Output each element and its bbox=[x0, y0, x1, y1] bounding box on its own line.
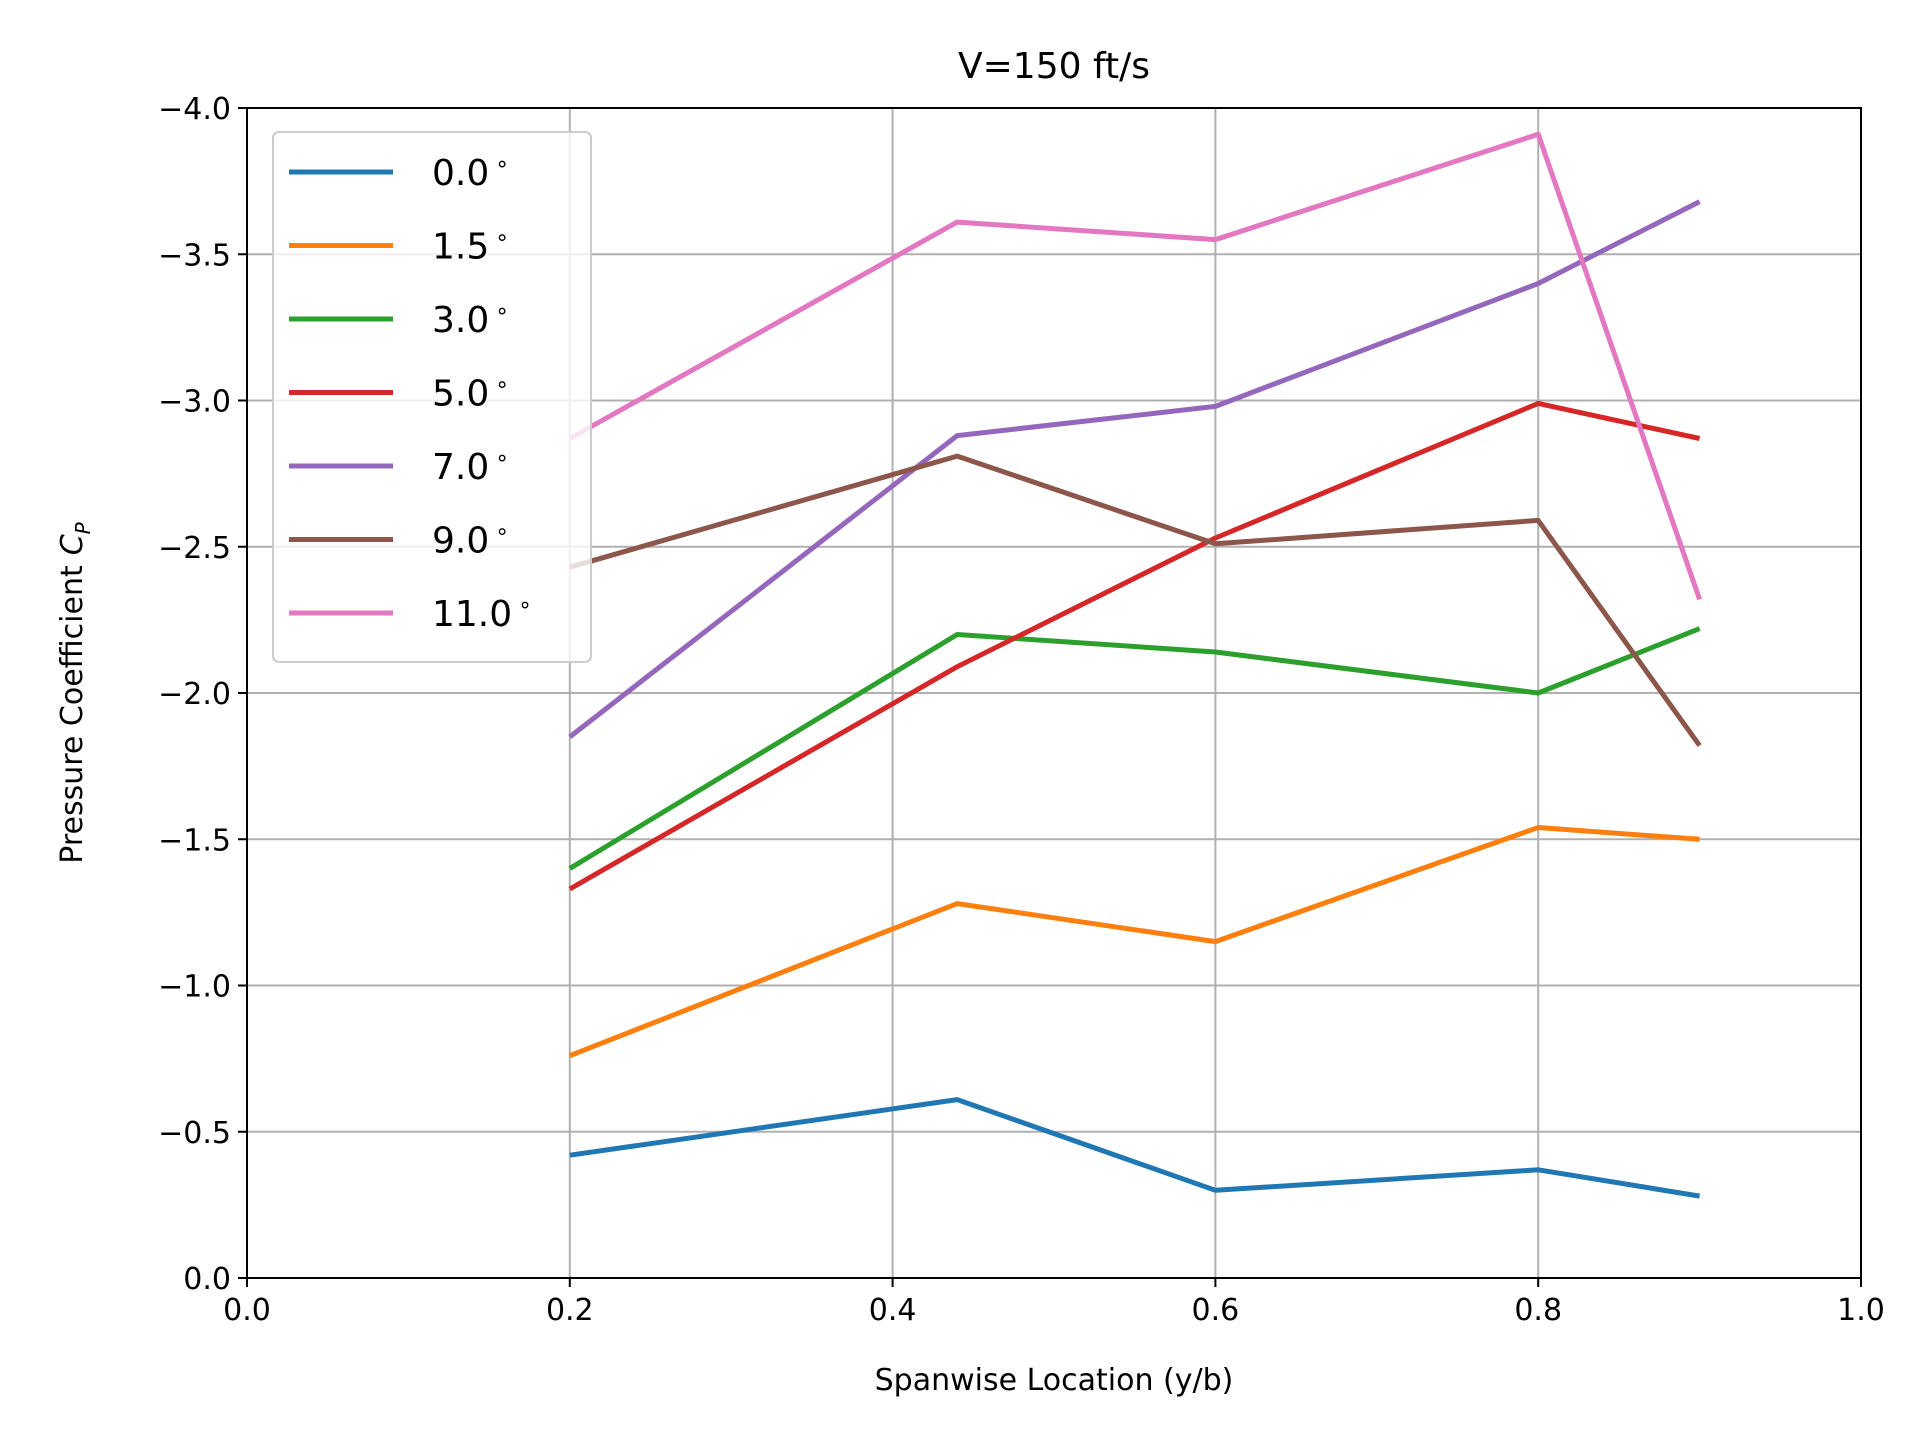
x-tick-label: 0.4 bbox=[869, 1293, 917, 1328]
legend-degree-symbol: ∘ bbox=[495, 446, 509, 471]
series-line-3-0 bbox=[568, 626, 1701, 871]
x-tick-label: 1.0 bbox=[1837, 1293, 1885, 1328]
legend-degree-symbol: ∘ bbox=[518, 593, 532, 618]
legend-degree-symbol: ∘ bbox=[495, 152, 509, 177]
y-tick-label: −3.0 bbox=[158, 385, 231, 420]
series-lines bbox=[568, 131, 1702, 1199]
y-tick-label: −3.5 bbox=[158, 238, 231, 273]
x-tick-label: 0.0 bbox=[223, 1293, 271, 1328]
y-tick-label: 0.0 bbox=[183, 1262, 231, 1297]
y-tick-label: −2.5 bbox=[158, 531, 231, 566]
y-axis-title: Pressure Coefficient CP bbox=[55, 521, 95, 863]
y-axis-title-symbol: C bbox=[55, 534, 90, 555]
legend-degree-symbol: ∘ bbox=[495, 520, 509, 545]
axis-ticks: 0.0 0.2 0.4 0.6 0.8 1.0 −4.0 −3.5 −3.0 −2.5 −2.0 −1… bbox=[158, 92, 1885, 1328]
series-line-9-0 bbox=[569, 453, 1702, 748]
legend: 0.0 ∘1.5 ∘3.0 ∘5.0 ∘7.0 ∘9.0 ∘11.0 ∘ bbox=[272, 131, 592, 663]
legend-degree-symbol: ∘ bbox=[495, 226, 509, 251]
x-tick-label: 0.8 bbox=[1514, 1293, 1562, 1328]
legend-box bbox=[272, 131, 592, 663]
x-tick-label: 0.2 bbox=[546, 1293, 594, 1328]
y-axis-title-subscript: P bbox=[71, 521, 95, 534]
y-tick-label: −2.0 bbox=[158, 677, 231, 712]
chart-title: V=150 ft/s bbox=[958, 46, 1150, 87]
y-tick-label: −1.5 bbox=[158, 823, 231, 858]
x-tick-label: 0.6 bbox=[1192, 1293, 1240, 1328]
series-line-0-0 bbox=[569, 1097, 1701, 1199]
series-line-11-0 bbox=[568, 131, 1702, 601]
series-line-7-0 bbox=[568, 199, 1701, 739]
y-tick-label: −4.0 bbox=[158, 92, 231, 127]
series-line-1-5 bbox=[568, 825, 1700, 1059]
series-line-5-0 bbox=[568, 400, 1701, 892]
y-tick-label: −0.5 bbox=[158, 1116, 231, 1151]
legend-label: 7.0 ∘ bbox=[432, 446, 509, 488]
y-tick-label: −1.0 bbox=[158, 970, 231, 1005]
y-axis-title-text: Pressure Coefficient bbox=[55, 565, 90, 864]
x-axis-title: Spanwise Location (y/b) bbox=[875, 1363, 1234, 1398]
legend-degree-symbol: ∘ bbox=[495, 373, 509, 398]
legend-degree-symbol: ∘ bbox=[495, 299, 509, 324]
